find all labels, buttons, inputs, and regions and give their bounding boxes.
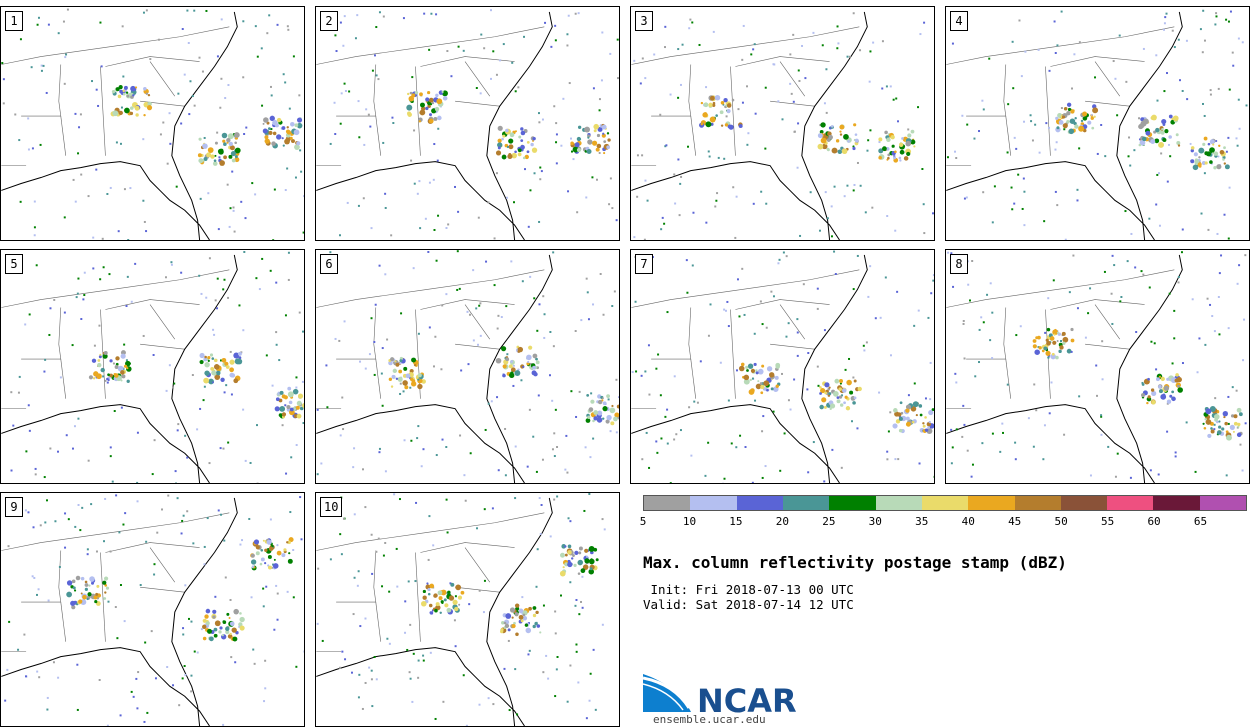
colorbar-tick-label: 50 [1054, 515, 1068, 528]
colorbar-segment [1014, 496, 1061, 510]
member-panel-1: 1 [0, 6, 305, 241]
colorbar-tick-label: 40 [961, 515, 975, 528]
colorbar-tick-label: 5 [639, 515, 647, 528]
valid-time: Valid: Sat 2018-07-14 12 UTC [643, 597, 854, 612]
member-panel-8: 8 [945, 249, 1250, 484]
logo-text: NCAR [697, 682, 797, 720]
member-label: 2 [320, 11, 338, 31]
reflectivity-map [1, 8, 304, 240]
colorbar-segment [782, 496, 830, 510]
reflectivity-map [946, 9, 1248, 240]
member-panel-4: 4 [945, 6, 1250, 241]
member-label: 6 [320, 254, 338, 274]
colorbar-segment [644, 496, 691, 510]
colorbar-tick-label: 65 [1193, 515, 1208, 528]
member-panel-9: 9 [0, 492, 305, 727]
colorbar-segment [968, 496, 1015, 510]
colorbar-tick-label: 55 [1100, 515, 1115, 528]
colorbar-segment [829, 496, 876, 510]
colorbar-segment [1107, 496, 1154, 510]
plot-title: Max. column reflectivity postage stamp (… [643, 553, 1067, 572]
reflectivity-map [316, 493, 606, 726]
colorbar-tick-label: 30 [868, 515, 882, 528]
colorbar-tick-label: 10 [682, 515, 697, 528]
member-label: 1 [5, 11, 23, 31]
reflectivity-map [1, 250, 304, 483]
member-label: 10 [320, 497, 343, 517]
colorbar-tick-label: 25 [822, 515, 836, 528]
member-label: 7 [635, 254, 653, 274]
colorbar [643, 495, 1247, 511]
member-label: 9 [5, 497, 23, 517]
member-panel-2: 2 [315, 6, 620, 241]
reflectivity-map [631, 11, 934, 240]
colorbar-tick-label: 20 [775, 515, 789, 528]
member-panel-5: 5 [0, 249, 305, 484]
reflectivity-map [316, 9, 619, 240]
reflectivity-map [1, 494, 304, 726]
member-panel-3: 3 [630, 6, 935, 241]
member-panel-10: 10 [315, 492, 620, 727]
colorbar-segment [690, 496, 737, 510]
member-label: 8 [950, 254, 968, 274]
reflectivity-map [631, 250, 934, 483]
colorbar-segment [1060, 496, 1108, 510]
member-label: 4 [950, 11, 968, 31]
ncar-logo [643, 674, 691, 712]
colorbar-segment [875, 496, 922, 510]
member-label: 3 [635, 11, 653, 31]
colorbar-tick-label: 35 [915, 515, 929, 528]
member-panel-7: 7 [630, 249, 935, 484]
reflectivity-map [946, 251, 1247, 483]
colorbar-segment [1153, 496, 1200, 510]
colorbar-tick-label: 45 [1008, 515, 1022, 528]
init-time: Init: Fri 2018-07-13 00 UTC [643, 582, 854, 597]
member-label: 5 [5, 254, 23, 274]
colorbar-segment [736, 496, 783, 510]
colorbar-segment [1199, 496, 1247, 510]
colorbar-segment [921, 496, 969, 510]
colorbar-tick-label: 15 [729, 515, 743, 528]
logo-url: ensemble.ucar.edu [653, 713, 766, 726]
colorbar-tick-label: 60 [1147, 515, 1161, 528]
member-panel-6: 6 [315, 249, 620, 484]
reflectivity-map [316, 250, 619, 483]
